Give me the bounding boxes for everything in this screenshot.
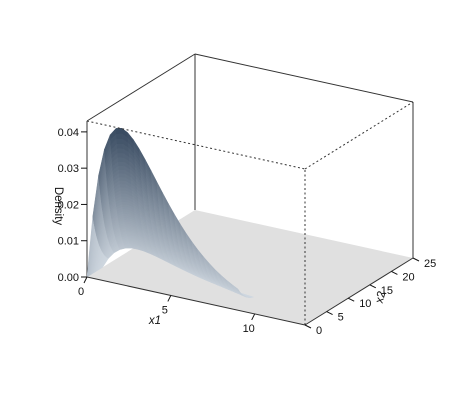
surface-facet (118, 173, 126, 178)
y-axis-title: x2 (374, 290, 389, 305)
z-axis-title: Density (52, 187, 64, 226)
density-surface (86, 127, 255, 298)
y-tick-label: 0 (316, 325, 322, 337)
surface-facet (117, 157, 125, 163)
axes: 0.00 0.01 0.02 0.03 0.04 0 5 10 0 5 10 15 20 25 (58, 127, 437, 337)
y-tick-label: 10 (359, 298, 371, 310)
surface-facet (117, 152, 124, 158)
surface-facet (117, 161, 125, 167)
surface-facet (118, 165, 125, 171)
surface-facet (116, 143, 124, 149)
surface-facet (118, 169, 126, 174)
box-back-edges (86, 53, 414, 277)
surface-facet (119, 176, 126, 182)
z-tick-label: 0.01 (58, 236, 79, 248)
surface-facet (231, 283, 239, 290)
surface-facet (116, 138, 124, 144)
surface-facet (116, 133, 123, 140)
y-tick-mark (369, 284, 377, 289)
x-tick-label: 10 (243, 323, 255, 335)
box-edge-top-right (304, 101, 414, 170)
y-tick-label: 15 (381, 285, 393, 297)
y-tick-mark (347, 297, 355, 302)
surface-facet (119, 180, 127, 185)
surface-facet (117, 148, 124, 154)
y-tick-label: 20 (402, 271, 414, 283)
box-edge-top-front (86, 120, 306, 170)
z-tick-label: 0.03 (58, 163, 79, 175)
x-tick-mark (167, 295, 172, 302)
x-tick-mark (251, 313, 256, 321)
z-tick-label: 0.00 (58, 272, 79, 284)
box-edge-top-back-left (86, 53, 196, 122)
y-tick-label: 5 (338, 312, 344, 324)
box-edge-bottom-right (304, 257, 414, 326)
x-tick-label: 0 (78, 286, 84, 298)
box-front-edges (86, 101, 414, 326)
z-tick-label: 0.02 (58, 199, 79, 211)
y-tick-mark (326, 311, 333, 316)
x-tick-mark (83, 276, 88, 284)
surface-facet (115, 128, 123, 134)
z-tick-label: 0.04 (58, 127, 79, 139)
box-edge-bottom-front (86, 276, 306, 326)
x-tick-label: 5 (162, 304, 168, 316)
y-tick-mark (412, 257, 420, 262)
box-edge-top-back-right (194, 53, 414, 103)
y-tick-label: 25 (424, 258, 436, 270)
y-tick-mark (304, 324, 312, 329)
x-axis-title: x1 (148, 315, 161, 327)
y-tick-mark (391, 270, 398, 275)
